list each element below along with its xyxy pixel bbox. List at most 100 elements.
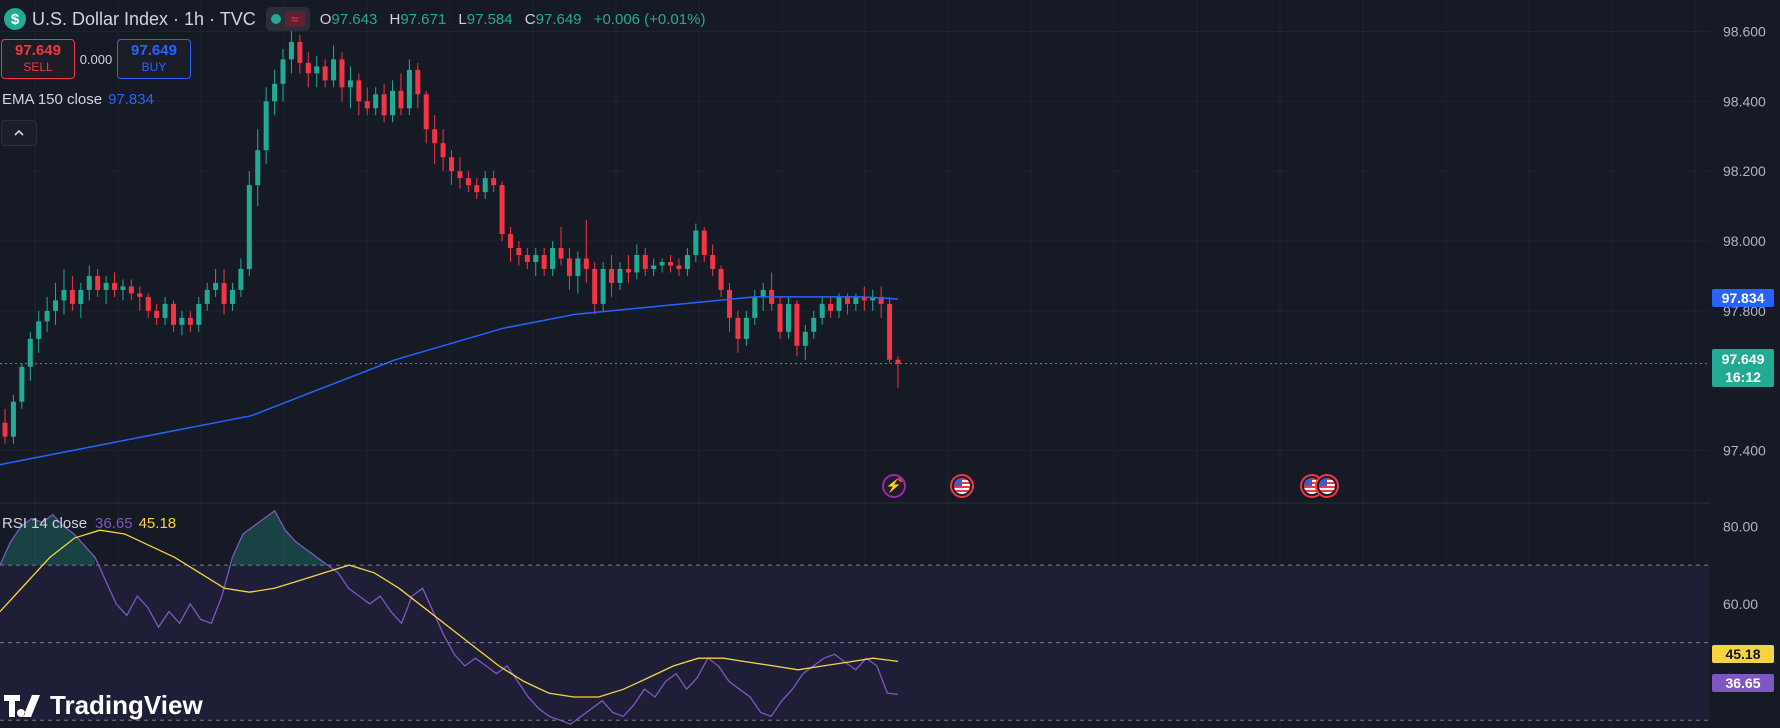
last-price-tag: 97.649 16:12 — [1712, 349, 1774, 387]
candle-body — [895, 359, 901, 364]
candle-body — [802, 331, 808, 346]
candle-body — [558, 248, 564, 259]
symbol-title[interactable]: U.S. Dollar Index · 1h · TVC — [32, 8, 256, 29]
candle-body — [373, 94, 379, 109]
candle-body — [693, 230, 699, 255]
us-flag-icon — [954, 478, 970, 494]
candle-body — [887, 303, 893, 360]
candle-body — [634, 254, 640, 273]
candle-body — [583, 258, 589, 269]
candlestick-series — [2, 27, 901, 444]
candle-body — [432, 129, 438, 144]
candle-body — [196, 303, 202, 325]
candle-body — [617, 268, 623, 283]
candle-body — [878, 296, 884, 304]
rsi-ma-legend-value: 45.18 — [138, 515, 177, 532]
candle-body — [727, 289, 733, 318]
candle-body — [507, 234, 513, 249]
high-value: 97.671 — [400, 10, 447, 28]
sell-price: 97.649 — [15, 42, 61, 59]
candle-body — [339, 59, 345, 88]
open-value: 97.643 — [331, 10, 378, 28]
candle-body — [794, 303, 800, 346]
candle-body — [61, 289, 67, 301]
candle-body — [625, 268, 631, 273]
countdown-value: 16:12 — [1725, 369, 1761, 385]
candle-body — [642, 254, 648, 269]
rsi-price-tag: 36.65 — [1712, 674, 1774, 692]
rsi-tick-label: 80.00 — [1723, 518, 1758, 534]
us-flag-event-icon[interactable] — [950, 474, 974, 498]
candle-body — [828, 303, 834, 311]
candle-body — [491, 178, 497, 186]
candle-body — [415, 69, 421, 95]
candle-body — [516, 248, 522, 255]
ema-line — [0, 296, 899, 466]
candle-body — [19, 366, 25, 402]
last-price-value: 97.649 — [1721, 351, 1765, 367]
candle-body — [760, 289, 766, 297]
sell-button[interactable]: 97.649 SELL — [1, 39, 75, 79]
candle-body — [811, 317, 817, 332]
candle-body — [36, 321, 42, 339]
candle-body — [263, 101, 269, 151]
candle-body — [69, 289, 75, 304]
candle-body — [390, 90, 396, 116]
candle-body — [305, 62, 311, 74]
ema-legend[interactable]: EMA 150 close 97.834 — [2, 91, 154, 108]
rsi-legend-value: 36.65 — [95, 515, 133, 532]
candle-body — [752, 296, 758, 318]
candle-body — [238, 268, 244, 290]
candle-body — [474, 185, 480, 193]
candle-body — [710, 254, 716, 269]
us-flag-event-icon[interactable] — [1315, 474, 1339, 498]
candle-body — [314, 66, 320, 74]
candle-body — [777, 303, 783, 332]
candle-body — [499, 185, 505, 235]
candle-body — [272, 83, 278, 102]
candle-body — [246, 185, 252, 269]
candle-body — [844, 296, 850, 304]
candle-body — [2, 422, 8, 437]
chart-header: $ U.S. Dollar Index · 1h · TVC ≈ O97.643… — [0, 0, 713, 38]
candle-body — [95, 275, 101, 290]
market-status[interactable]: ≈ — [265, 7, 310, 31]
candle-body — [651, 265, 657, 269]
logo-text: TradingView — [50, 690, 203, 720]
ema-legend-label: EMA 150 close — [2, 91, 103, 108]
collapse-legend-button[interactable] — [1, 120, 37, 146]
candle-body — [609, 268, 615, 283]
rsi-overbought-area — [0, 514, 96, 566]
market-open-icon — [270, 14, 281, 24]
change-value: +0.006 (+0.01%) — [593, 10, 706, 28]
candle-body — [541, 254, 547, 269]
candle-body — [701, 230, 707, 255]
rsi-line — [0, 509, 899, 725]
buy-button[interactable]: 97.649 BUY — [117, 39, 191, 79]
buy-label: BUY — [141, 60, 167, 74]
candle-body — [288, 41, 294, 60]
tradingview-logo[interactable]: TradingView — [4, 690, 203, 721]
us-flag-icon — [1319, 478, 1335, 494]
lightning-event-icon[interactable]: ⚡ — [882, 474, 906, 498]
candle-body — [187, 317, 193, 325]
candle-body — [86, 275, 92, 290]
candle-body — [524, 254, 530, 262]
chevron-up-icon — [14, 129, 24, 136]
rsi-band-lines — [0, 564, 1710, 721]
candle-body — [668, 261, 674, 266]
candle-body — [819, 303, 825, 318]
candle-body — [170, 303, 176, 325]
candle-body — [179, 317, 185, 325]
candle-body — [27, 338, 33, 367]
candle-body — [162, 303, 168, 318]
rsi-legend[interactable]: RSI 14 close 36.65 45.18 — [2, 515, 176, 532]
ohlc-values: O97.643 H97.671 L97.584 C97.649 +0.006 (… — [320, 11, 714, 28]
candle-body — [423, 94, 429, 130]
candle-body — [103, 282, 109, 290]
price-tick-label: 97.400 — [1723, 443, 1766, 459]
candle-body — [533, 254, 539, 262]
